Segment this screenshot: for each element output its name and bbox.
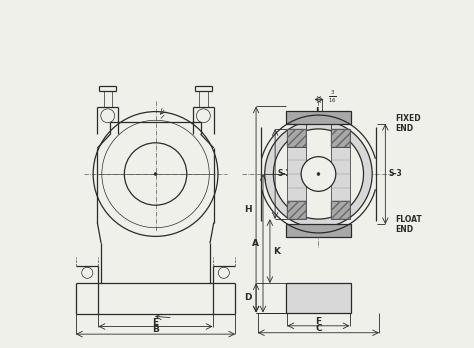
Circle shape — [264, 120, 372, 228]
Bar — [330, 201, 350, 219]
Bar — [285, 111, 351, 124]
Text: END: END — [396, 225, 414, 234]
Bar — [287, 129, 306, 147]
Text: FIXED: FIXED — [396, 114, 421, 123]
Bar — [287, 201, 306, 219]
Text: K: K — [273, 247, 280, 256]
Text: L: L — [316, 107, 321, 116]
Text: B: B — [152, 325, 159, 334]
Text: C: C — [315, 324, 322, 333]
Text: S-2: S-2 — [278, 169, 292, 179]
Text: $\frac{3}{16}$: $\frac{3}{16}$ — [328, 89, 337, 105]
Text: S-3: S-3 — [389, 169, 402, 179]
Circle shape — [317, 173, 320, 175]
Bar — [287, 201, 306, 219]
Text: A: A — [252, 239, 259, 248]
Text: H: H — [244, 205, 252, 214]
Bar — [287, 147, 306, 201]
Circle shape — [301, 157, 336, 191]
Bar — [330, 201, 350, 219]
Bar — [330, 129, 350, 147]
Text: E: E — [153, 317, 159, 326]
Bar — [330, 129, 350, 147]
Text: F: F — [315, 317, 321, 326]
Bar — [330, 147, 350, 201]
Text: END: END — [396, 125, 414, 133]
Circle shape — [273, 129, 364, 219]
Text: D: D — [245, 293, 252, 302]
Bar — [285, 224, 351, 237]
Bar — [296, 167, 341, 181]
Text: FLOAT: FLOAT — [396, 215, 422, 223]
Circle shape — [154, 173, 157, 175]
Bar — [287, 129, 306, 147]
Bar — [285, 283, 351, 313]
